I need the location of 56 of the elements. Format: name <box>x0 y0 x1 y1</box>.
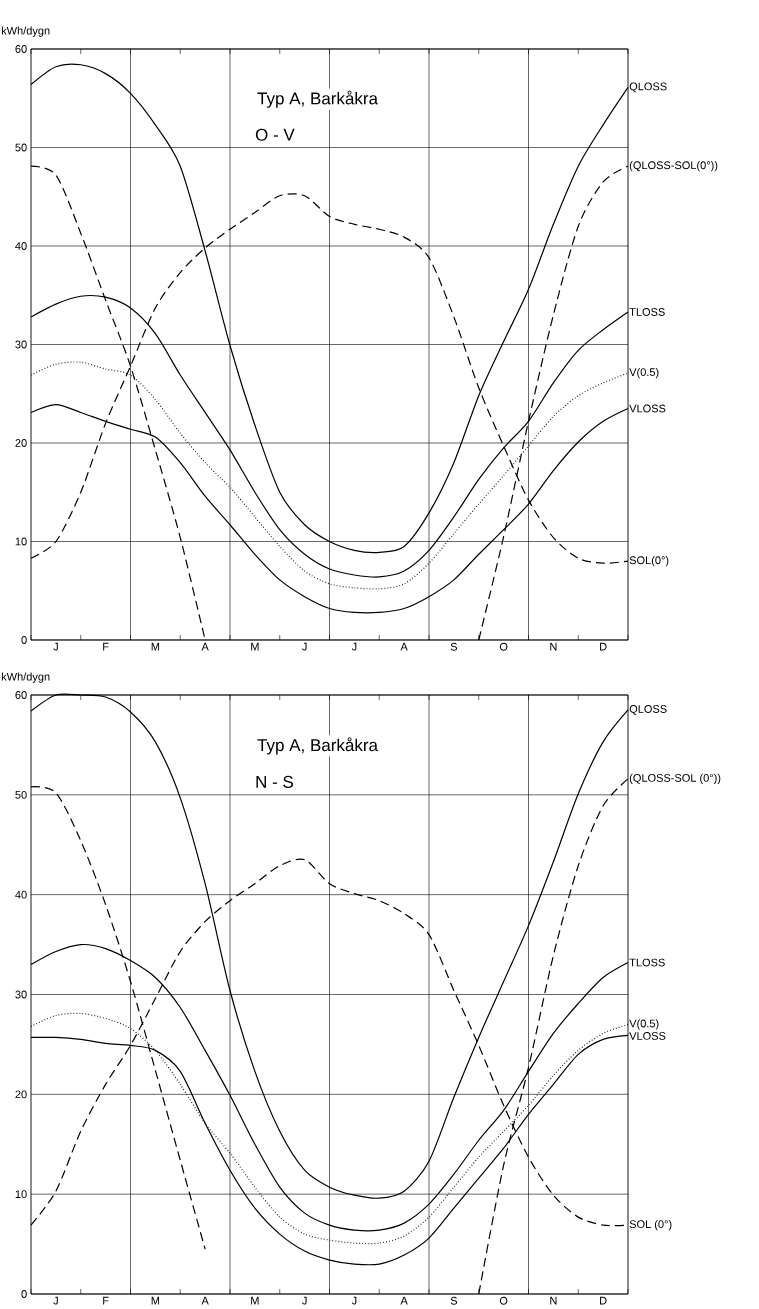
text: Typ A, Barkåkra <box>257 90 378 108</box>
x-tick-label: O <box>499 1296 508 1305</box>
series-label: TLOSS <box>629 958 665 967</box>
series-label: TLOSS <box>629 308 665 316</box>
x-tick-label: A <box>201 1296 209 1305</box>
series-label: (QLOSS-SOL(0°)) <box>629 161 718 172</box>
y-tick-label: 60 <box>15 691 27 699</box>
series-label: VLOSS <box>629 1032 666 1040</box>
y-axis-title: kWh/dygn <box>1 26 50 37</box>
x-tick-label: J <box>302 642 307 651</box>
series-label: SOL(0°) <box>629 556 669 567</box>
x-tick-label: M <box>251 1296 259 1305</box>
x-tick-label: J <box>53 1296 58 1305</box>
x-tick-label: D <box>600 642 607 651</box>
y-tick-label: 10 <box>15 537 27 546</box>
x-tick-label: J <box>351 642 357 651</box>
y-tick-label: 0 <box>21 1290 27 1298</box>
x-tick-label: N <box>550 1296 557 1305</box>
legend-label: QLOSS <box>629 705 667 715</box>
x-tick-label: J <box>351 1296 357 1305</box>
text: Typ A, Barkåkra <box>257 737 378 755</box>
y-tick-label: 0 <box>21 636 27 644</box>
series-label: (QLOSS-SOL (0°)) <box>629 773 721 784</box>
x-tick-label: F <box>103 1296 109 1305</box>
x-tick-label: J <box>53 642 58 651</box>
x-tick-label: D <box>600 1296 607 1305</box>
y-tick-label: 10 <box>15 1190 27 1199</box>
x-tick-label: M <box>151 1296 160 1305</box>
x-tick-label: F <box>103 642 109 651</box>
series-label: SOL (0°) <box>629 1219 672 1231</box>
y-tick-label: 50 <box>15 143 27 152</box>
x-tick-label: A <box>400 1296 408 1305</box>
y-axis-title: kWh/dygn <box>1 672 50 683</box>
text: N - S <box>256 775 294 788</box>
x-tick-label: A <box>400 642 408 651</box>
x-tick-label: A <box>201 642 209 651</box>
x-tick-label: S <box>450 642 458 651</box>
series-label: V(0.5) <box>629 1019 659 1030</box>
y-tick-label: 60 <box>15 45 27 53</box>
y-tick-label: 20 <box>15 1090 27 1099</box>
text: O - V <box>255 128 295 141</box>
y-tick-label: 20 <box>15 439 27 447</box>
y-tick-label: 50 <box>15 790 27 799</box>
x-tick-label: J <box>302 1296 307 1305</box>
y-tick-label: 30 <box>15 990 27 999</box>
series-label: VLOSS <box>629 404 666 413</box>
x-tick-label: O <box>499 642 508 651</box>
series-label: QLOSS <box>629 82 667 93</box>
x-tick-label: N <box>550 642 557 651</box>
x-tick-label: M <box>251 642 259 651</box>
series-label: V(0.5) <box>629 367 659 379</box>
y-tick-label: 40 <box>15 890 27 899</box>
x-tick-label: M <box>151 642 160 651</box>
y-tick-label: 40 <box>15 242 27 250</box>
y-tick-label: 30 <box>15 340 27 349</box>
x-tick-label: S <box>450 1296 458 1305</box>
